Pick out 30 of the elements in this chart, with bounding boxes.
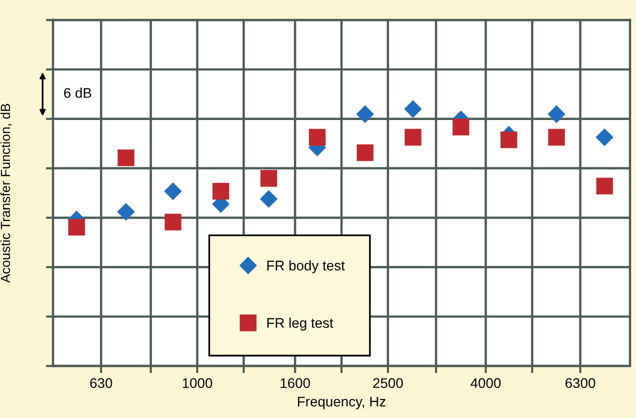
point	[356, 105, 374, 123]
point	[596, 128, 614, 146]
point	[404, 128, 422, 146]
point	[500, 132, 518, 148]
x-tick-label: 630	[90, 378, 112, 388]
point	[212, 182, 230, 200]
y-axis-title: Acoustic Transfer Function, dB	[0, 104, 12, 283]
point	[260, 170, 278, 187]
point	[164, 182, 182, 200]
x-tick-label: 1600	[280, 378, 310, 388]
point	[596, 178, 613, 194]
legend-label: FR leg test	[267, 318, 334, 331]
text: 6 dB	[64, 88, 92, 98]
point	[118, 149, 134, 166]
point	[356, 144, 374, 162]
x-tick-label: 2500	[373, 378, 403, 388]
point	[548, 128, 565, 146]
point	[452, 118, 470, 136]
point	[308, 128, 326, 146]
point	[117, 202, 135, 221]
point	[548, 105, 566, 123]
point	[404, 100, 422, 118]
point	[164, 214, 182, 230]
x-tick-label: 4000	[470, 378, 501, 388]
x-tick-label: 1000	[182, 378, 212, 388]
point	[260, 190, 278, 208]
x-axis-title: Frequency, Hz	[298, 396, 386, 410]
legend-label: FR body test	[267, 260, 345, 274]
x-tick-label: 6300	[566, 378, 596, 388]
point	[68, 218, 85, 236]
